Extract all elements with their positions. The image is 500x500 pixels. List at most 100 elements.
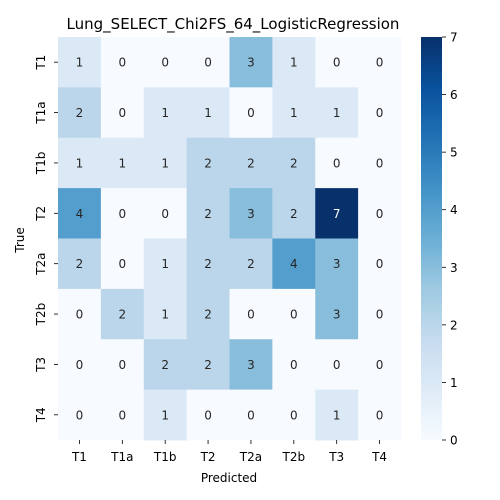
y-tick-label: T4 <box>34 407 48 423</box>
heatmap-cell <box>100 288 145 340</box>
cell-value-label: 2 <box>118 308 126 322</box>
cell-value-label: 1 <box>76 156 84 170</box>
heatmap-cell <box>272 87 316 139</box>
y-axis-label: True <box>13 227 27 254</box>
heatmap-cell <box>272 238 316 290</box>
heatmap-cell <box>100 87 145 139</box>
y-tick-label: T1b <box>34 152 48 176</box>
cell-value-label: 2 <box>204 358 212 372</box>
colorbar-tick-label: 7 <box>450 31 458 45</box>
cell-value-label: 1 <box>161 308 169 322</box>
heatmap-cell <box>315 188 359 239</box>
heatmap-cell <box>229 37 273 88</box>
cell-value-label: 1 <box>333 106 341 120</box>
x-tick-label: T2 <box>200 450 216 464</box>
y-tick-label: T2b <box>34 303 48 327</box>
cell-value-label: 0 <box>376 106 384 120</box>
heatmap-cell <box>315 137 359 189</box>
heatmap-cells: 1 0 0 0 3 1 0 0 2 0 1 1 0 1 1 0 1 1 1 2 2 2 0 0 4 0 0 2 3 2 7 0 2 0 1 2 2 4 3 0… <box>58 37 402 441</box>
heatmap-cell <box>186 288 230 340</box>
cell-value-label: 2 <box>247 156 255 170</box>
cell-value-label: 4 <box>290 257 298 271</box>
heatmap-cell <box>186 87 230 139</box>
cell-value-label: 0 <box>118 257 126 271</box>
x-tick-labels: T1 T1a T1b T2 T2a T2b T3 T4 <box>71 440 387 464</box>
cell-value-label: 0 <box>204 56 212 70</box>
cell-value-label: 0 <box>76 358 84 372</box>
cell-value-label: 0 <box>76 408 84 422</box>
heatmap-cell <box>229 389 273 441</box>
heatmap-cell <box>358 87 402 139</box>
heatmap-cell <box>58 137 102 189</box>
heatmap-cell <box>186 188 230 239</box>
cell-value-label: 0 <box>204 408 212 422</box>
heatmap-cell <box>186 389 230 441</box>
heatmap-cell <box>315 339 359 391</box>
heatmap-cell <box>229 288 273 340</box>
colorbar-tick-label: 1 <box>450 376 458 390</box>
heatmap-cell <box>186 238 230 290</box>
heatmap-cell <box>358 389 402 441</box>
cell-value-label: 3 <box>333 257 341 271</box>
cell-value-label: 2 <box>204 257 212 271</box>
cell-value-label: 0 <box>333 56 341 70</box>
colorbar-tick-label: 5 <box>450 146 458 160</box>
cell-value-label: 0 <box>290 358 298 372</box>
x-tick-label: T2b <box>282 450 306 464</box>
heatmap-cell <box>315 87 359 139</box>
x-axis-label: Predicted <box>201 471 257 485</box>
cell-value-label: 0 <box>118 207 126 221</box>
heatmap-cell <box>272 188 316 239</box>
cell-value-label: 0 <box>247 106 255 120</box>
heatmap-cell <box>58 188 102 239</box>
heatmap-cell <box>143 37 188 88</box>
heatmap-cell <box>315 37 359 88</box>
heatmap-cell <box>272 389 316 441</box>
heatmap-cell <box>315 238 359 290</box>
cell-value-label: 1 <box>204 106 212 120</box>
cell-value-label: 0 <box>118 56 126 70</box>
heatmap-cell <box>100 137 145 189</box>
heatmap-cell <box>58 339 102 391</box>
cell-value-label: 1 <box>290 56 298 70</box>
cell-value-label: 0 <box>376 156 384 170</box>
y-tick-label: T2 <box>34 206 48 222</box>
heatmap-cell <box>272 339 316 391</box>
heatmap-cell <box>58 389 102 441</box>
heatmap-cell <box>186 137 230 189</box>
heatmap-cell <box>143 188 188 239</box>
y-tick-label: T3 <box>34 357 48 373</box>
cell-value-label: 0 <box>376 308 384 322</box>
heatmap-cell <box>143 238 188 290</box>
heatmap-cell <box>272 288 316 340</box>
heatmap-cell <box>143 389 188 441</box>
colorbar <box>421 37 442 440</box>
heatmap-cell <box>315 389 359 441</box>
x-tick-label: T4 <box>371 450 387 464</box>
cell-value-label: 0 <box>376 257 384 271</box>
colorbar-tick-label: 2 <box>450 318 458 332</box>
y-tick-labels: T1 T1a T1b T2 T2a T2b T3 T4 <box>34 55 58 423</box>
cell-value-label: 1 <box>333 408 341 422</box>
heatmap-cell <box>229 87 273 139</box>
x-tick-label: T1 <box>71 450 87 464</box>
cell-value-label: 2 <box>247 257 255 271</box>
cell-value-label: 4 <box>76 207 84 221</box>
cell-value-label: 0 <box>333 156 341 170</box>
cell-value-label: 3 <box>333 308 341 322</box>
heatmap-cell <box>229 339 273 391</box>
cell-value-label: 2 <box>204 207 212 221</box>
x-tick-label: T3 <box>328 450 344 464</box>
colorbar-tick-label: 6 <box>450 88 458 102</box>
heatmap-cell <box>186 37 230 88</box>
heatmap-cell <box>358 339 402 391</box>
cell-value-label: 2 <box>161 358 169 372</box>
heatmap-cell <box>358 37 402 88</box>
x-tick-label: T1b <box>153 450 177 464</box>
heatmap-cell <box>315 288 359 340</box>
cell-value-label: 0 <box>290 308 298 322</box>
cell-value-label: 0 <box>247 308 255 322</box>
cell-value-label: 1 <box>76 56 84 70</box>
cell-value-label: 1 <box>118 156 126 170</box>
colorbar-ticks: 0 1 2 3 4 5 6 7 <box>442 31 458 448</box>
